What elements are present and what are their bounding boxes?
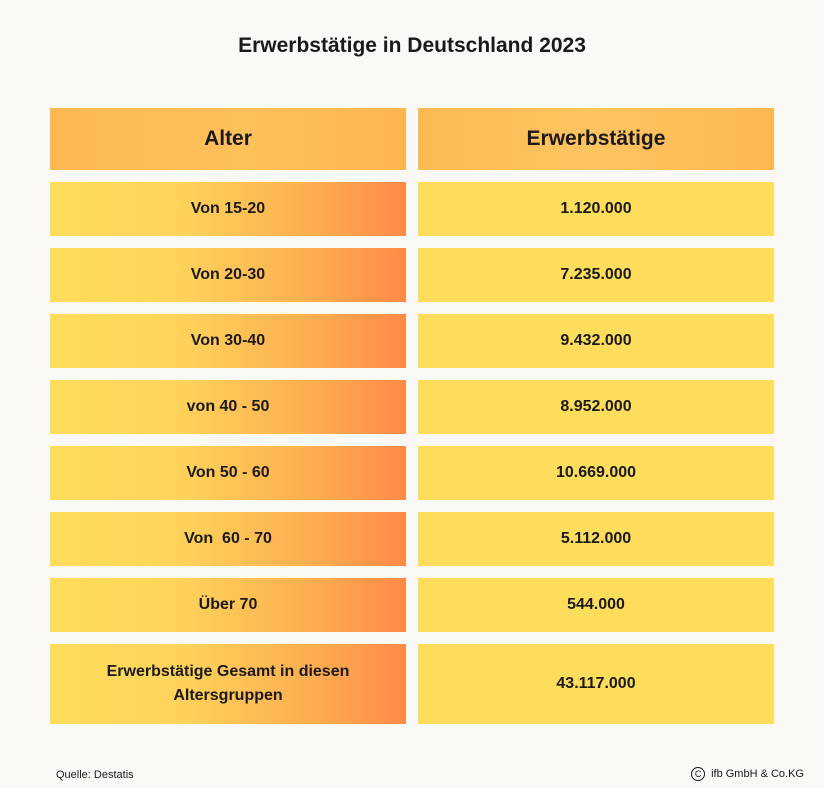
table-row-value: 5.112.000 bbox=[418, 512, 774, 566]
table-row-value: 9.432.000 bbox=[418, 314, 774, 368]
table-row-label: Von 60 - 70 bbox=[50, 512, 406, 566]
copyright-text: ifb GmbH & Co.KG bbox=[711, 768, 804, 780]
table-row-label: Von 50 - 60 bbox=[50, 446, 406, 500]
header-employed: Erwerbstätige bbox=[418, 108, 774, 170]
table-row-value: 8.952.000 bbox=[418, 380, 774, 434]
table-row-label: Über 70 bbox=[50, 578, 406, 632]
source-note: Quelle: Destatis bbox=[56, 769, 134, 781]
copyright-note: C ifb GmbH & Co.KG bbox=[691, 767, 804, 781]
table-row-value: 1.120.000 bbox=[418, 182, 774, 236]
table-row-value: 7.235.000 bbox=[418, 248, 774, 302]
table-row-label: Von 30-40 bbox=[50, 314, 406, 368]
table-row-value: 544.000 bbox=[418, 578, 774, 632]
table-row-label: Erwerbstätige Gesamt in diesen Altersgru… bbox=[50, 644, 406, 724]
copyright-icon: C bbox=[691, 767, 706, 781]
chart-title: Erwerbstätige in Deutschland 2023 bbox=[238, 34, 586, 57]
table-row-label: Von 20-30 bbox=[50, 248, 406, 302]
table-row-value: 43.117.000 bbox=[418, 644, 774, 724]
table-row-value: 10.669.000 bbox=[418, 446, 774, 500]
header-age: Alter bbox=[50, 108, 406, 170]
table-row-label: Von 15-20 bbox=[50, 182, 406, 236]
table-row-label: von 40 - 50 bbox=[50, 380, 406, 434]
